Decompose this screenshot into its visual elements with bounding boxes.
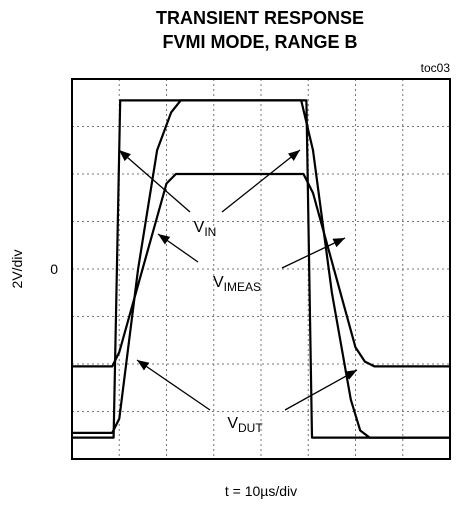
- chart-subtitle: toc03: [421, 61, 451, 75]
- trace: [72, 99, 450, 439]
- annotation-sub: IN: [204, 225, 216, 239]
- annotation-text: V: [227, 415, 238, 432]
- chart-title: TRANSIENT RESPONSE: [156, 8, 364, 28]
- annotation-text: V: [213, 274, 224, 291]
- annotation-arrow: [284, 369, 358, 411]
- trace: [72, 172, 450, 368]
- annotation-label: VDUT: [227, 415, 263, 435]
- annotation-label: VIMEAS: [213, 274, 261, 294]
- annotation-arrow: [281, 237, 346, 269]
- annotation-sub: DUT: [238, 421, 263, 435]
- y-axis-label: 2V/div: [9, 250, 25, 289]
- annotation-arrow: [136, 359, 211, 411]
- chart-title: FVMI MODE, RANGE B: [162, 32, 357, 52]
- annotation-text: V: [194, 219, 205, 236]
- x-axis-label: t = 10µs/div: [225, 483, 297, 499]
- annotation-arrow: [118, 149, 191, 213]
- annotation-arrow: [157, 233, 199, 263]
- y-tick-label: 0: [50, 261, 58, 277]
- annotation-arrow: [221, 149, 301, 213]
- annotation-label: VIN: [194, 219, 217, 239]
- plot-frame: [71, 78, 451, 460]
- annotation-sub: IMEAS: [224, 280, 261, 294]
